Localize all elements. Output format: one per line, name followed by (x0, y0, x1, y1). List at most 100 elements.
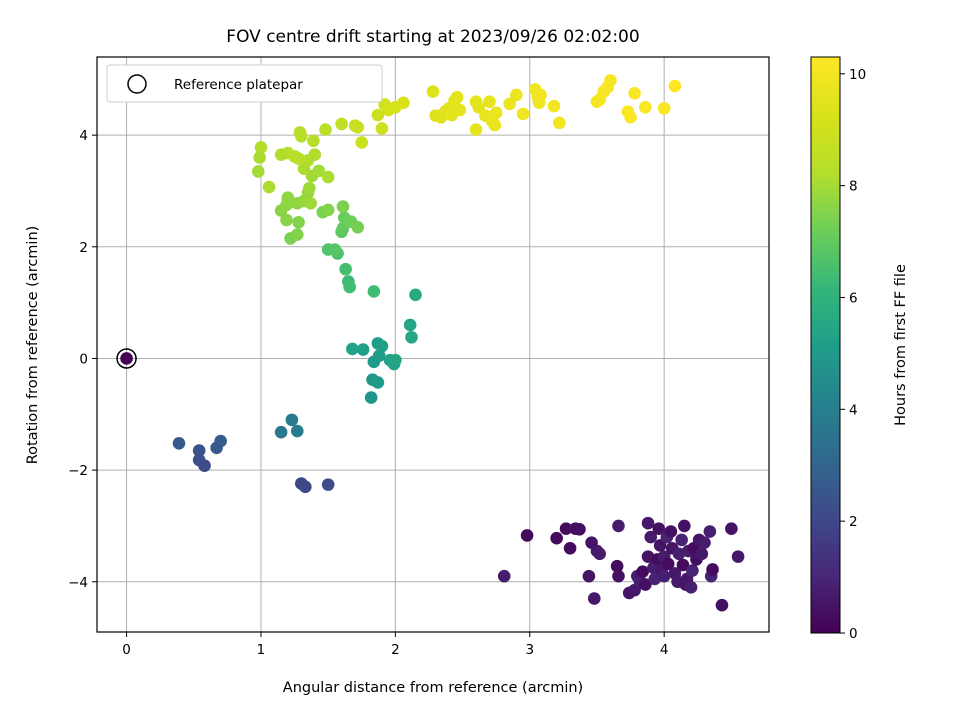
data-point (253, 151, 266, 164)
data-point (453, 103, 467, 117)
data-point (403, 318, 417, 332)
y-tick-label: 2 (79, 240, 88, 256)
data-point (695, 547, 709, 561)
colorbar-label: Hours from first FF file (893, 264, 909, 426)
data-point (563, 541, 577, 555)
data-point (593, 547, 606, 561)
data-point (280, 213, 293, 227)
data-point (355, 136, 369, 149)
data-point (389, 353, 402, 367)
data-point (610, 559, 624, 573)
data-point (335, 117, 348, 131)
data-point (307, 134, 320, 148)
data-point (547, 99, 561, 113)
y-tick-label: 4 (79, 128, 88, 144)
data-point (604, 74, 617, 87)
data-point (497, 569, 511, 583)
data-point (553, 116, 566, 130)
data-point (706, 563, 719, 576)
data-point (653, 539, 667, 552)
data-point (375, 122, 389, 135)
data-point (582, 569, 596, 583)
data-point (520, 529, 534, 542)
data-point (489, 106, 503, 120)
data-point (652, 522, 666, 536)
data-point (367, 285, 381, 298)
data-point (639, 100, 652, 114)
data-point (312, 164, 326, 178)
data-point (397, 96, 410, 110)
data-point (336, 200, 350, 213)
chart-title: FOV centre drift starting at 2023/09/26 … (226, 27, 639, 47)
data-point (308, 148, 322, 161)
data-point (715, 598, 729, 612)
data-point (294, 129, 308, 143)
data-point (612, 569, 625, 583)
data-point (587, 592, 601, 605)
data-point (731, 550, 745, 563)
data-point (321, 170, 335, 184)
data-point (664, 525, 678, 538)
data-point (328, 243, 342, 256)
data-point (676, 558, 690, 572)
data-point (198, 459, 211, 472)
data-point (371, 108, 385, 122)
data-point (371, 376, 385, 389)
data-point (319, 123, 332, 136)
x-tick-label: 3 (525, 642, 534, 658)
data-point (409, 288, 422, 302)
data-point (192, 444, 206, 457)
data-point (675, 533, 688, 547)
data-point (684, 581, 698, 594)
data-point (488, 118, 502, 132)
data-point (698, 536, 711, 549)
data-point (657, 569, 671, 583)
x-tick-label: 1 (257, 642, 266, 658)
data-point (321, 478, 335, 491)
data-point (503, 97, 516, 111)
colorbar-tick-label: 10 (849, 67, 866, 83)
data-point (612, 519, 625, 533)
colorbar-ticks: 0 2 4 6 8 10 (840, 67, 866, 642)
data-point (285, 413, 299, 427)
data-point (725, 522, 738, 536)
data-point (299, 480, 312, 494)
colorbar-tick-label: 2 (849, 514, 858, 530)
reference-marker (116, 348, 137, 369)
x-tick-label: 0 (122, 642, 131, 658)
data-point (469, 123, 483, 136)
data-point (346, 342, 359, 356)
data-point (405, 330, 418, 344)
data-point (172, 437, 186, 450)
data-point (254, 141, 268, 154)
data-point (516, 107, 530, 121)
data-points (116, 74, 745, 612)
data-point (251, 165, 265, 178)
data-point (356, 343, 370, 356)
data-point (343, 280, 356, 294)
colorbar-tick-label: 8 (849, 179, 858, 195)
y-tick-label: −2 (68, 463, 88, 479)
data-point (304, 196, 317, 210)
data-point (364, 391, 378, 404)
y-tick-label: 0 (79, 351, 88, 367)
colorbar-tick-label: 0 (849, 626, 858, 642)
data-point (292, 215, 305, 229)
data-point (559, 522, 573, 536)
data-point (292, 152, 305, 165)
plot-frame (96, 56, 770, 633)
data-point (483, 95, 496, 108)
data-point (274, 148, 288, 161)
data-point (534, 88, 547, 102)
data-point (450, 90, 464, 104)
data-point (510, 88, 523, 102)
data-point (339, 262, 352, 276)
y-axis-label: Rotation from reference (arcmin) (25, 226, 41, 465)
data-point (214, 434, 227, 448)
data-point (375, 339, 389, 353)
data-point (628, 86, 641, 100)
data-point (661, 557, 675, 571)
data-point (641, 516, 655, 530)
colorbar: 0 2 4 6 8 10 Hours from first FF file (810, 56, 909, 642)
